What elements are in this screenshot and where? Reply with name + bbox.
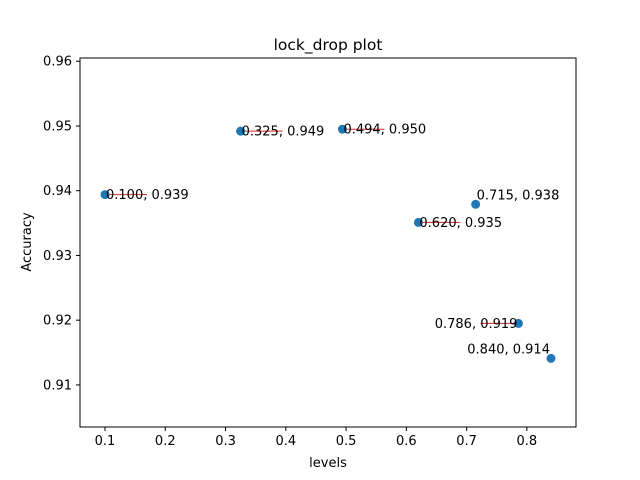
x-tick-label: 0.4 [275,434,296,449]
y-tick-label: 0.96 [43,55,72,70]
y-tick-label: 0.95 [43,119,72,134]
y-tick-label: 0.92 [43,314,72,329]
plot-area: 0.1 0.2 0.3 0.4 0.5 0.6 0.7 0.8 0.91 0.92 0.93 0.94… [43,55,559,449]
x-tick-label: 0.6 [396,434,417,449]
y-axis-label: Accuracy [20,212,35,272]
data-label: 0.325, 0.949 [242,125,325,140]
x-tick-label: 0.2 [155,434,176,449]
x-tick-label: 0.3 [215,434,236,449]
y-tick-label: 0.94 [43,184,72,199]
y-tick-label: 0.91 [43,378,72,393]
data-point [100,190,110,200]
data-label: 0.494, 0.950 [343,123,426,138]
data-label: 0.715, 0.938 [477,188,560,203]
data-point [337,124,347,134]
data-label: 0.620, 0.935 [419,216,502,231]
data-label: 0.100, 0.939 [106,188,189,203]
data-label: 0.840, 0.914 [467,342,550,357]
x-tick-label: 0.7 [456,434,477,449]
x-tick-label: 0.8 [517,434,538,449]
data-point [413,217,423,227]
x-tick-label: 0.1 [95,434,116,449]
data-point [513,318,523,328]
x-axis-label: levels [309,456,347,471]
data-point [236,126,246,136]
x-tick-label: 0.5 [336,434,357,449]
y-tick-label: 0.93 [43,249,72,264]
data-label: 0.786, 0.919 [435,317,518,332]
plot-frame [79,57,577,428]
chart-title: lock_drop plot [274,36,383,55]
data-point [471,199,481,209]
data-point [546,353,556,363]
